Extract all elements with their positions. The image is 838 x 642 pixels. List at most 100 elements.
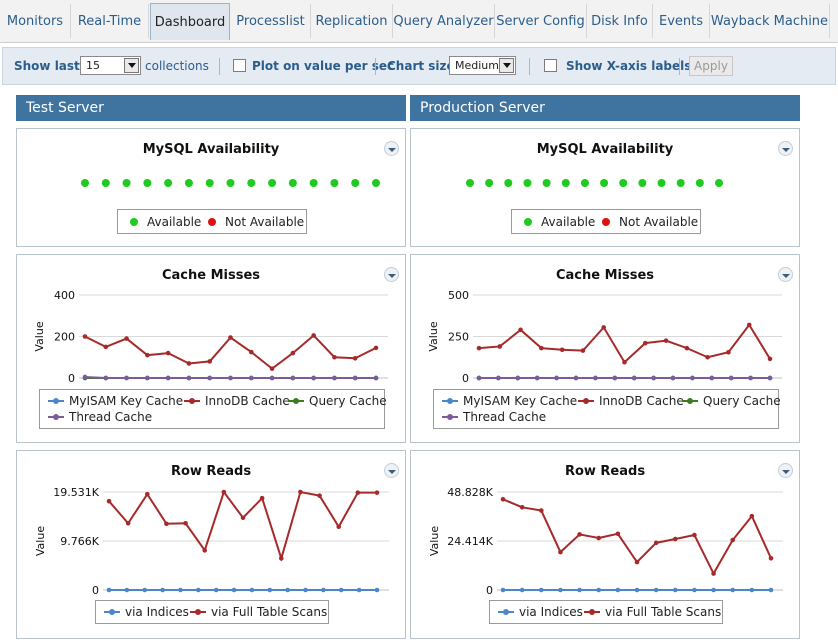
series-point <box>728 375 734 381</box>
series-point <box>651 375 656 381</box>
legend-label: InnoDB Cache <box>599 394 684 408</box>
series-point <box>144 491 150 497</box>
legend-dot-icon <box>602 218 610 226</box>
show-x-labels-label[interactable]: Show X-axis labels <box>566 59 692 73</box>
legend-item-query[interactable]: Query Cache <box>682 394 781 408</box>
series-point <box>106 587 112 593</box>
series-marker-icon <box>498 609 514 615</box>
collections-select-value: 15 <box>86 59 100 72</box>
collapse-chevron-icon[interactable] <box>384 463 399 478</box>
y-tick-label: 0 <box>92 584 99 597</box>
apply-button[interactable]: Apply <box>689 56 733 76</box>
test-row-reads-panel: Row Reads 19.531K 9.766K 0 Value via Indice… <box>16 450 406 639</box>
series-point <box>538 587 544 593</box>
series-marker-icon <box>682 398 698 404</box>
row-reads-plot: 19.531K 9.766K 0 Value <box>34 486 389 597</box>
cache-misses-plot: 400 200 0 Value <box>33 289 388 385</box>
legend-item-myisam[interactable]: MyISAM Key Cache <box>442 394 577 408</box>
series-marker-icon <box>442 414 458 420</box>
series-point <box>332 354 337 360</box>
legend-item-not-available[interactable]: Not Available <box>602 215 698 229</box>
plot-per-sec-checkbox[interactable] <box>233 59 246 72</box>
collections-select[interactable]: 15 <box>80 56 141 75</box>
tab-real-time[interactable]: Real-Time <box>71 4 149 38</box>
legend-item-thread[interactable]: Thread Cache <box>48 410 152 424</box>
series-point <box>290 350 296 356</box>
chart-size-select[interactable]: Medium <box>449 56 516 75</box>
series-point <box>186 375 192 381</box>
availability-point <box>504 179 513 187</box>
series-point <box>207 375 213 381</box>
legend-item-thread[interactable]: Thread Cache <box>442 410 546 424</box>
series-point <box>160 587 165 593</box>
collapse-chevron-icon[interactable] <box>778 267 793 282</box>
series-point <box>269 366 275 371</box>
tab-server-config[interactable]: Server Config <box>495 4 587 38</box>
toolbar-divider <box>375 58 376 75</box>
series-point <box>519 505 525 510</box>
y-tick-label: 19.531K <box>53 486 99 499</box>
tab-query-analyzer[interactable]: Query Analyzer <box>393 4 495 38</box>
tab-events[interactable]: Events <box>653 4 710 38</box>
series-point <box>336 524 342 530</box>
availability-point <box>715 179 723 187</box>
legend-item-query[interactable]: Query Cache <box>288 394 387 408</box>
series-point <box>178 587 183 593</box>
series-point <box>303 587 308 593</box>
legend-dot-icon <box>208 218 216 226</box>
legend-item-indices[interactable]: via Indices <box>104 605 189 619</box>
series-point <box>748 375 753 381</box>
legend-item-available[interactable]: Available <box>130 215 201 229</box>
main-tab-bar: Monitors Real-Time Dashboard Processlist… <box>0 0 838 43</box>
y-tick-label: 0 <box>462 372 469 385</box>
collapse-chevron-icon[interactable] <box>778 141 793 156</box>
production-cache-misses-panel: Cache Misses 500 250 0 Value MyISAM Key Cac… <box>410 254 800 443</box>
series-point <box>124 375 129 381</box>
series-point <box>207 359 213 364</box>
series-point <box>476 345 482 351</box>
legend-item-full-scans[interactable]: via Full Table Scans <box>190 605 327 619</box>
y-tick-label: 250 <box>448 331 469 344</box>
legend-item-not-available[interactable]: Not Available <box>208 215 304 229</box>
series-point <box>577 587 582 593</box>
y-axis-label: Value <box>33 321 46 351</box>
series-point <box>124 336 129 341</box>
series-point <box>500 587 506 593</box>
series-point <box>558 587 563 593</box>
legend-item-myisam[interactable]: MyISAM Key Cache <box>48 394 183 408</box>
tab-wayback-machine[interactable]: Wayback Machine <box>710 4 830 38</box>
legend-item-available[interactable]: Available <box>524 215 595 229</box>
series-point <box>285 587 290 593</box>
series-point <box>615 587 621 593</box>
series-point <box>538 508 544 513</box>
legend-label: Not Available <box>619 215 699 229</box>
series-marker-icon <box>288 398 304 404</box>
tab-replication[interactable]: Replication <box>311 4 393 38</box>
series-point <box>267 587 273 593</box>
legend-item-full-scans[interactable]: via Full Table Scans <box>584 605 721 619</box>
legend-item-innodb[interactable]: InnoDB Cache <box>184 394 290 408</box>
chart-legend: MyISAM Key Cache InnoDB Cache Query Cach… <box>433 389 781 429</box>
collapse-chevron-icon[interactable] <box>384 267 399 282</box>
tab-dashboard[interactable]: Dashboard <box>150 3 230 40</box>
series-point <box>580 348 586 353</box>
legend-item-indices[interactable]: via Indices <box>498 605 583 619</box>
series-point <box>82 374 88 380</box>
series-point <box>248 375 254 381</box>
series-point <box>500 496 506 502</box>
series-point <box>356 587 362 593</box>
tab-processlist[interactable]: Processlist <box>231 4 311 38</box>
legend-label: Query Cache <box>703 394 781 408</box>
show-x-labels-checkbox[interactable] <box>544 59 557 72</box>
collapse-chevron-icon[interactable] <box>778 463 793 478</box>
legend-item-innodb[interactable]: InnoDB Cache <box>578 394 684 408</box>
series-marker-icon <box>578 398 594 404</box>
collapse-chevron-icon[interactable] <box>384 141 399 156</box>
tab-monitors[interactable]: Monitors <box>0 4 71 38</box>
plot-per-sec-label[interactable]: Plot on value per sec <box>252 59 395 73</box>
series-point <box>124 587 130 593</box>
tab-disk-info[interactable]: Disk Info <box>587 4 653 38</box>
availability-point <box>657 179 666 187</box>
availability-point <box>466 179 474 187</box>
series-point <box>165 375 171 381</box>
